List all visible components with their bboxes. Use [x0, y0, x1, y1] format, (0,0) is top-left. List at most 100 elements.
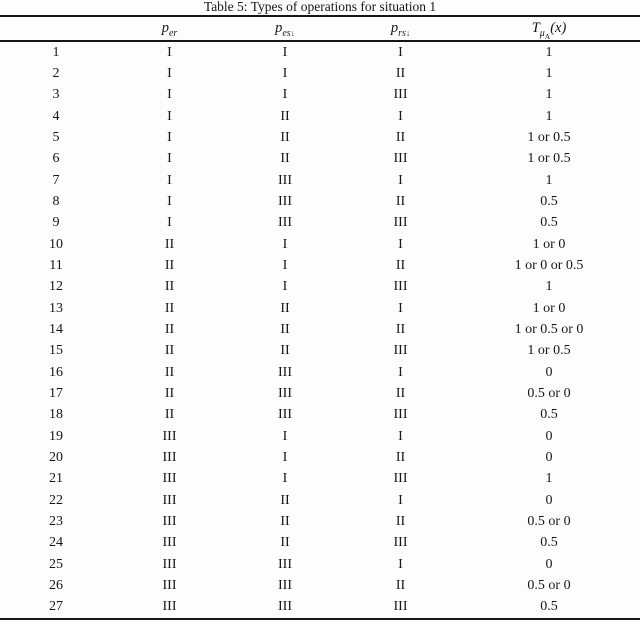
- table-row: 4 I II I 1: [0, 106, 640, 127]
- table-cell: III: [162, 556, 177, 572]
- table-cell: III: [393, 407, 408, 423]
- table-row: 23 III II II 0.5 or 0: [0, 511, 640, 532]
- row-number-cell: 10: [49, 236, 63, 252]
- table-cell: III: [393, 471, 408, 487]
- table-row: 27 III III III 0.5: [0, 597, 640, 619]
- table-cell: I: [167, 172, 172, 188]
- table-cell: I: [282, 471, 288, 487]
- row-number-cell: 7: [52, 172, 60, 188]
- table-cell: 1 or 0.5 or 0: [514, 321, 584, 337]
- table-row: 24 III II III 0.5: [0, 533, 640, 554]
- table-cell: III: [278, 577, 292, 593]
- row-number-cell: 13: [49, 300, 63, 316]
- row-number-cell: 20: [49, 449, 63, 465]
- table-cell: II: [280, 535, 290, 551]
- table-cell: II: [280, 151, 290, 167]
- table-cell: 0.5: [540, 407, 558, 423]
- table-cell: I: [282, 87, 288, 103]
- table-cell: III: [162, 513, 177, 529]
- table-cell: 1: [545, 108, 553, 124]
- table-cell: II: [395, 321, 406, 337]
- table-cell: 0.5 or 0: [527, 513, 571, 529]
- table-cell: I: [167, 193, 172, 209]
- table-cell: III: [393, 215, 408, 231]
- table-cell: III: [278, 215, 292, 231]
- row-number-cell: 3: [52, 87, 60, 103]
- table-row: 2 I I II 1: [0, 63, 640, 84]
- table-cell: III: [278, 556, 292, 572]
- table-cell: 0.5 or 0: [527, 577, 571, 593]
- table-cell: III: [393, 535, 408, 551]
- table-cell: III: [278, 172, 292, 188]
- table-cell: II: [164, 236, 175, 252]
- row-number-cell: 1: [52, 44, 60, 60]
- table-cell: II: [395, 513, 406, 529]
- table-row: 8 I III II 0.5: [0, 191, 640, 212]
- table-row: 17 II III II 0.5 or 0: [0, 383, 640, 404]
- table-cell: I: [398, 236, 403, 252]
- table-row: 13 II II I 1 or 0: [0, 298, 640, 319]
- table-cell: II: [395, 65, 406, 81]
- table-cell: 0: [545, 492, 553, 508]
- table-row: 21 III I III 1: [0, 469, 640, 490]
- table-cell: I: [398, 428, 403, 444]
- table-cell: II: [395, 385, 406, 401]
- table-cell: II: [395, 193, 406, 209]
- table-cell: II: [395, 129, 406, 145]
- table-cell: III: [278, 364, 292, 380]
- table-cell: II: [395, 577, 406, 593]
- table-cell: 1: [545, 471, 553, 487]
- row-number-cell: 18: [49, 407, 63, 423]
- table-cell: II: [395, 449, 406, 465]
- table-row: 7 I III I 1: [0, 170, 640, 191]
- table-cell: I: [167, 129, 172, 145]
- table-cell: I: [167, 87, 172, 103]
- row-number-cell: 9: [52, 215, 60, 231]
- table-row: 22 III II I 0: [0, 490, 640, 511]
- col-header-pes: pes↓: [227, 16, 343, 42]
- table-cell: I: [167, 108, 172, 124]
- table-cell: 1: [545, 87, 553, 103]
- row-number-cell: 23: [49, 513, 63, 529]
- table-cell: II: [164, 343, 175, 359]
- table-cell: I: [398, 300, 403, 316]
- row-number-cell: 14: [49, 321, 63, 337]
- table-cell: I: [167, 65, 172, 81]
- table-cell: 0.5: [540, 535, 558, 551]
- table-cell: 0: [545, 364, 553, 380]
- col-header-prs: prs↓: [343, 16, 458, 42]
- table-cell: I: [398, 492, 403, 508]
- table-row: 16 II III I 0: [0, 362, 640, 383]
- table-cell: III: [162, 492, 177, 508]
- table-cell: III: [162, 471, 177, 487]
- table-caption: Table 5: Types of operations for situati…: [203, 0, 437, 14]
- table-cell: II: [164, 407, 175, 423]
- col-header-tmua: TμA(x): [458, 16, 640, 42]
- table-cell: I: [282, 65, 288, 81]
- table-cell: III: [393, 87, 408, 103]
- t-symbol: T: [531, 20, 540, 36]
- table-cell: 1: [545, 279, 553, 295]
- table-cell: III: [393, 151, 408, 167]
- table-cell: III: [162, 577, 177, 593]
- table-row: 3 I I III 1: [0, 85, 640, 106]
- per-symbol: p: [161, 20, 169, 36]
- table-cell: III: [278, 599, 292, 615]
- header-row: per pes↓ prs↓ TμA(x): [0, 16, 640, 42]
- table-cell: I: [282, 428, 288, 444]
- table-cell: 1: [545, 65, 553, 81]
- table-cell: I: [398, 44, 403, 60]
- row-number-cell: 21: [49, 471, 63, 487]
- table-row: 5 I II II 1 or 0.5: [0, 127, 640, 148]
- table-cell: I: [282, 279, 288, 295]
- table-cell: III: [162, 449, 177, 465]
- prs-symbol: p: [390, 20, 399, 36]
- table-row: 26 III III II 0.5 or 0: [0, 575, 640, 596]
- table-cell: III: [393, 343, 408, 359]
- table-cell: 0: [545, 428, 553, 444]
- down-arrow-icon: ↓: [290, 27, 295, 38]
- table-row: 6 I II III 1 or 0.5: [0, 149, 640, 170]
- col-header-index: [0, 16, 112, 42]
- row-number-cell: 6: [52, 151, 60, 167]
- table-cell: I: [398, 364, 403, 380]
